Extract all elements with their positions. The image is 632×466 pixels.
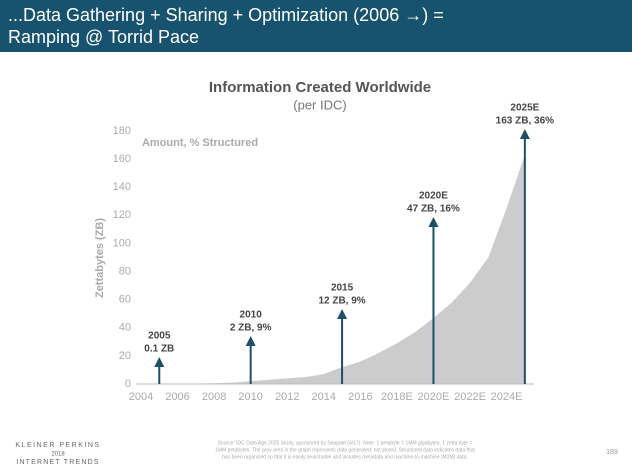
y-tick-label: 40 bbox=[119, 322, 131, 334]
annotation-label: 47 ZB, 16% bbox=[407, 204, 460, 215]
y-tick-label: 60 bbox=[119, 294, 131, 306]
y-tick-label: 180 bbox=[113, 125, 131, 137]
annotation-label: 2025E bbox=[510, 103, 539, 114]
x-tick-label: 2014 bbox=[312, 391, 336, 403]
y-axis-label: Zettabytes (ZB) bbox=[94, 218, 106, 298]
slide-title: Ramping @ Torrid Pace bbox=[8, 27, 199, 47]
logo: 2018 bbox=[51, 452, 65, 458]
x-tick-label: 2012 bbox=[275, 391, 299, 403]
source-note: has been organized so that it is easily … bbox=[222, 454, 468, 460]
y-tick-label: 140 bbox=[113, 181, 131, 193]
y-tick-label: 160 bbox=[113, 153, 131, 165]
x-tick-label: 2016 bbox=[348, 391, 372, 403]
source-note: Source: IDC Data Age 2025 Study, sponsor… bbox=[218, 440, 473, 446]
annotation-label: 2015 bbox=[331, 283, 354, 294]
x-tick-label: 2024E bbox=[491, 391, 523, 403]
chart-subtitle: (per IDC) bbox=[293, 97, 346, 112]
slide-title: ...Data Gathering + Sharing + Optimizati… bbox=[8, 5, 444, 25]
annotation-label: 2005 bbox=[148, 331, 171, 342]
annotation-label: 12 ZB, 9% bbox=[318, 296, 365, 307]
x-tick-label: 2004 bbox=[129, 391, 153, 403]
series-label: Amount, % Structured bbox=[142, 137, 258, 149]
x-tick-label: 2010 bbox=[238, 391, 262, 403]
logo: INTERNET TRENDS bbox=[16, 459, 99, 466]
y-tick-label: 120 bbox=[113, 209, 131, 221]
header-bar bbox=[0, 0, 632, 52]
annotation-label: 2 ZB, 9% bbox=[230, 323, 272, 334]
x-tick-label: 2018E bbox=[381, 391, 413, 403]
y-tick-label: 80 bbox=[119, 265, 131, 277]
logo: KLEINER PERKINS bbox=[15, 442, 100, 449]
y-tick-label: 100 bbox=[113, 237, 131, 249]
page-number: 189 bbox=[606, 449, 618, 456]
chart-title: Information Created Worldwide bbox=[209, 79, 431, 96]
annotation-label: 0.1 ZB bbox=[144, 344, 174, 355]
source-note: 1MM petabytes. The gray area in the grap… bbox=[215, 447, 475, 453]
x-tick-label: 2022E bbox=[454, 391, 486, 403]
y-tick-label: 20 bbox=[119, 350, 131, 362]
x-tick-label: 2008 bbox=[202, 391, 226, 403]
y-tick-label: 0 bbox=[125, 378, 131, 390]
annotation-label: 163 ZB, 36% bbox=[496, 116, 554, 127]
annotation-label: 2020E bbox=[419, 191, 448, 202]
annotation-label: 2010 bbox=[240, 310, 263, 321]
x-tick-label: 2006 bbox=[165, 391, 189, 403]
x-tick-label: 2020E bbox=[418, 391, 450, 403]
